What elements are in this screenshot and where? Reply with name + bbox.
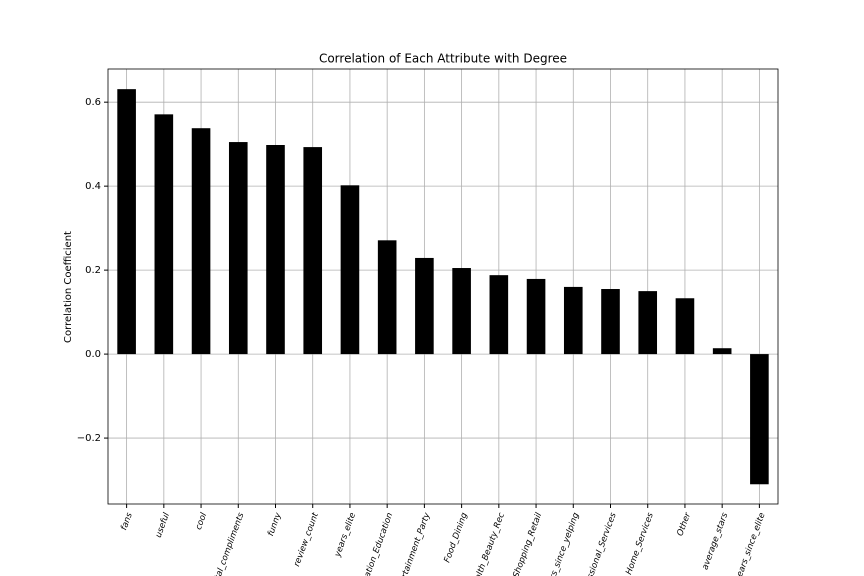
chart-title: Correlation of Each Attribute with Degre…: [319, 52, 567, 66]
y-tick-label: 0.2: [85, 265, 101, 276]
plot-frame: [107, 68, 779, 505]
y-tick-label: 0.0: [85, 349, 101, 360]
x-tick-label: ation_Education: [363, 511, 396, 576]
x-tick-label: Home_Services: [624, 511, 656, 576]
x-tick-label: cool: [194, 511, 210, 531]
bar: [750, 354, 769, 485]
y-axis-label: Correlation Coefficient: [63, 231, 74, 343]
x-tick-label: useful: [154, 511, 172, 539]
bar: [601, 289, 620, 355]
bar: [638, 291, 658, 355]
bar: [563, 286, 583, 355]
bar: [712, 348, 732, 355]
x-tick-label: funny: [266, 511, 284, 538]
x-tick-label: years_elite: [333, 511, 359, 559]
bar: [526, 278, 546, 355]
bar: [415, 257, 434, 355]
x-tick-label: alth_Beauty_Rec: [473, 511, 507, 576]
bar: [452, 268, 471, 355]
x-tick-label: tal_compliments: [213, 511, 247, 576]
bar: [117, 89, 136, 355]
bar: [303, 147, 323, 355]
x-tick-label: Other: [675, 511, 693, 538]
x-tick-label: review_count: [292, 511, 321, 568]
y-tick-label: −0.2: [77, 433, 101, 444]
x-tick-label: average_stars: [700, 511, 730, 571]
x-tick-label: ssional_Services: [586, 511, 619, 576]
bar: [377, 240, 397, 355]
x-tick-label: rtainment_Party: [400, 511, 433, 576]
bar: [266, 144, 285, 355]
y-tick-label: 0.6: [85, 97, 101, 108]
bar: [154, 114, 174, 355]
bar: [340, 185, 360, 355]
x-tick-label: rs_since_yelping: [548, 511, 581, 576]
y-tick-label: 0.4: [85, 181, 101, 192]
x-tick-label: Shopping_Retail: [511, 511, 544, 576]
x-tick-label: fans: [119, 511, 135, 532]
bar: [191, 128, 211, 355]
bar: [675, 298, 695, 355]
x-tick-label: Food_Dining: [442, 511, 470, 564]
x-tick-label: ears_since_elite: [735, 511, 767, 576]
bar: [228, 142, 248, 355]
bar: [489, 275, 509, 355]
